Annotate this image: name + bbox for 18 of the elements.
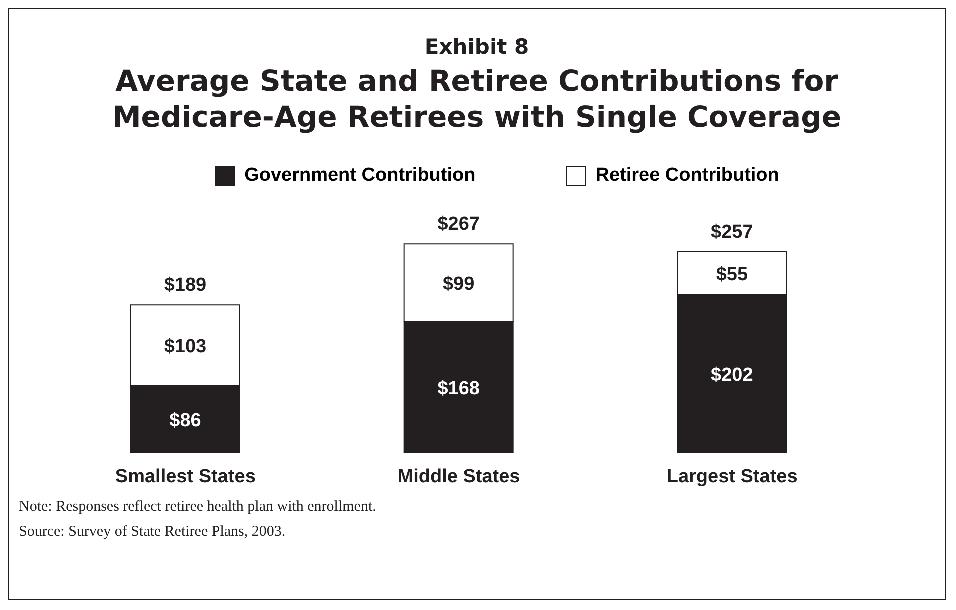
total-label: $257: [711, 222, 754, 243]
chart-subtitle: Average State and Retiree Contributions for Medicare-Age Retirees with Single Coverage: [111, 63, 843, 135]
data-label: $168: [438, 378, 480, 400]
x-tick-label: Smallest States: [115, 466, 256, 488]
legend-label: Retiree Contribution: [596, 165, 780, 187]
text: Note: Responses reflect retiree health plan with enrollment.: [19, 498, 378, 517]
data-label: $202: [711, 364, 754, 386]
legend-label: Government Contribution: [244, 165, 476, 187]
chart-title: Exhibit 8: [424, 35, 530, 59]
x-tick-label: Middle States: [398, 466, 520, 488]
x-tick-label: Largest States: [666, 466, 798, 488]
total-label: $267: [438, 214, 480, 236]
data-label: $86: [170, 410, 202, 432]
total-label: $189: [164, 275, 207, 296]
data-label: $99: [442, 274, 475, 295]
data-label: $103: [164, 336, 207, 358]
source-note: Source: Survey of State Retiree Plans, 2003.: [19, 523, 287, 542]
data-label: $55: [716, 264, 748, 286]
